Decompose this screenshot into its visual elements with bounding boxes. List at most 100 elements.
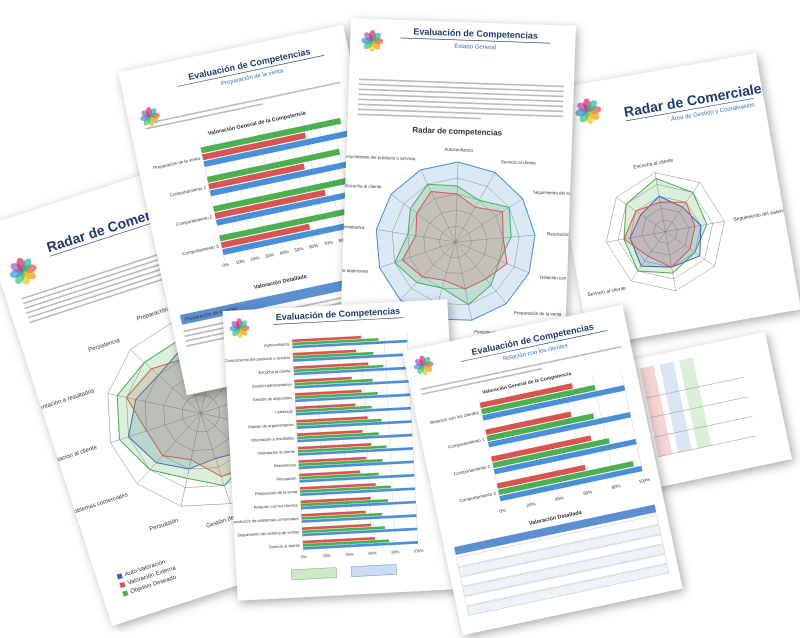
- text-line: [144, 81, 341, 125]
- text-line: [358, 98, 564, 108]
- bar: [215, 188, 364, 226]
- bar: [301, 512, 382, 520]
- chart-title: Valoración General de la Competencia: [482, 371, 572, 396]
- y-tick-label: Relación con los clientes: [254, 502, 298, 509]
- radar-axis-label: Seguimiento del sistema de ventas: [733, 204, 800, 223]
- bar: [299, 473, 415, 483]
- page-svg: [639, 357, 757, 457]
- radar-ring: [606, 172, 725, 292]
- radar-spoke: [130, 349, 201, 414]
- table-col: [679, 357, 712, 449]
- bar: [479, 383, 573, 409]
- bar: [294, 376, 352, 383]
- bar: [482, 385, 626, 421]
- bar: [302, 539, 390, 547]
- bar: [295, 405, 372, 413]
- text-line: [357, 108, 563, 118]
- radar-axis-label: Resolución de problemas comerciales: [547, 231, 576, 239]
- bar: [296, 416, 368, 423]
- y-tick-label: Liderazgo: [275, 408, 294, 414]
- bar: [208, 163, 305, 190]
- bar: [299, 483, 376, 490]
- bar: [296, 418, 382, 426]
- y-tick-label: Persuasión: [276, 476, 296, 482]
- bar: [293, 364, 384, 373]
- bar: [298, 459, 383, 467]
- bar: [202, 132, 307, 161]
- text-line: [358, 78, 564, 88]
- radar-axis-label: Preparación de la venta: [514, 310, 562, 317]
- text-line: [357, 113, 481, 120]
- bar: [302, 526, 385, 534]
- y-tick-label: Gestión de objeciones: [253, 395, 293, 402]
- grid-line: [383, 332, 396, 548]
- radar-spoke: [391, 194, 456, 243]
- text-line: [358, 83, 564, 93]
- table-row: [466, 563, 670, 616]
- radar-spoke: [107, 393, 201, 414]
- page-area-gestion: Radar de Comerciales Área de Gestión y Co…: [544, 53, 800, 347]
- logo-petal: [238, 320, 247, 329]
- y-tick-label: Comportamiento 2: [453, 464, 491, 477]
- radar-ring: [391, 177, 520, 305]
- radar-axis-label: Seguimiento del sistema de ventas: [533, 190, 576, 197]
- page-tabla: [628, 331, 792, 489]
- table-row: [462, 544, 666, 597]
- radar-spoke: [665, 231, 677, 291]
- bar: [295, 393, 411, 403]
- y-tick-label: Comportamiento 1: [169, 185, 207, 198]
- bar: [485, 411, 572, 435]
- bar: [295, 403, 356, 410]
- y-tick-label: Conocimiento del producto o servicio: [224, 355, 291, 363]
- page-title: Evaluación de Competencias: [413, 26, 538, 40]
- bar: [293, 351, 374, 359]
- bar: [293, 362, 369, 369]
- bar: [488, 412, 631, 448]
- page-subtitle: Estado General: [454, 44, 496, 51]
- radar-ring: [407, 193, 504, 290]
- bar: [297, 432, 379, 440]
- text-line: [421, 367, 543, 396]
- radar-spoke: [455, 234, 536, 243]
- table-lines: [646, 376, 757, 457]
- bar: [491, 435, 592, 462]
- y-tick-label: Autoconfianza: [264, 341, 290, 347]
- radar-series: [401, 190, 508, 290]
- bar: [214, 189, 326, 219]
- bar: [206, 148, 341, 183]
- bar: [302, 527, 418, 537]
- y-tick-label: Comportamiento 3: [182, 244, 220, 257]
- x-tick-label: 40%: [279, 249, 289, 256]
- table-row: [464, 554, 668, 606]
- bar: [219, 208, 350, 242]
- radar-series: [375, 161, 536, 321]
- x-tick-label: 20%: [250, 255, 260, 262]
- title-rule: [400, 37, 551, 44]
- bar: [200, 117, 342, 154]
- bar: [486, 413, 595, 442]
- y-tick-label: Resolución de problemas comerciales: [231, 516, 299, 525]
- logo-petal: [371, 32, 381, 42]
- page-title: Evaluación de Competencias: [275, 306, 400, 323]
- bar: [496, 464, 586, 489]
- bar: [299, 472, 379, 480]
- section-bar: [454, 504, 657, 555]
- radar-series: [623, 201, 696, 268]
- radar-axis-label: Orientación al cliente: [43, 445, 99, 468]
- bar: [498, 461, 634, 496]
- text-line: [29, 271, 184, 324]
- chart-title: Radar de competencias: [412, 125, 503, 137]
- logo-petal: [21, 258, 32, 272]
- radar-axis-label: Servicio al cliente: [587, 286, 627, 299]
- bar: [292, 339, 408, 349]
- bar: [203, 130, 352, 168]
- radar-spoke: [455, 241, 507, 304]
- y-tick-label: Gestión administrativa: [252, 382, 293, 389]
- bar: [301, 514, 417, 523]
- y-tick-label: Orientación al cliente: [258, 449, 296, 456]
- y-tick-label: Escucha al cliente: [258, 368, 291, 375]
- text-line: [358, 103, 563, 113]
- bar: [499, 465, 643, 502]
